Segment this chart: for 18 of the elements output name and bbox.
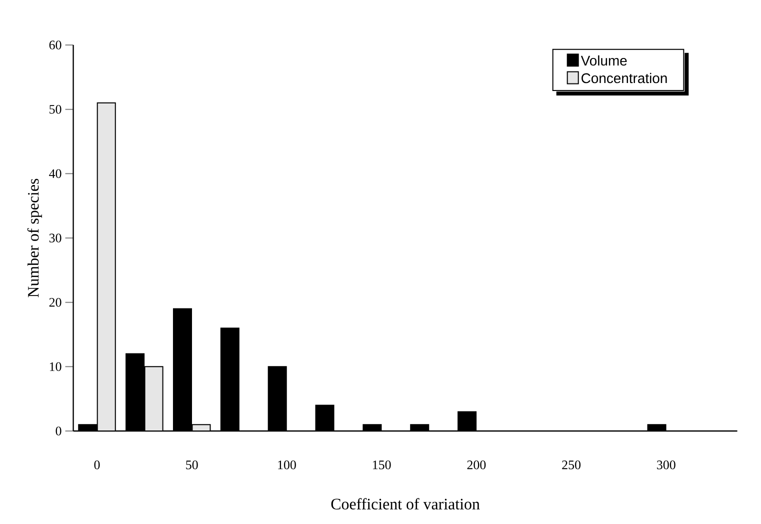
legend-label: Volume <box>580 55 627 66</box>
y-tick-label: 60 <box>49 40 62 50</box>
y-tick-label: 10 <box>50 362 62 372</box>
y-tick-label: 20 <box>49 298 62 307</box>
x-tick-label: 50 <box>186 460 198 470</box>
y-tick-label: 0 <box>56 426 62 436</box>
x-axis-title: Coefficient of variation <box>331 498 480 510</box>
legend-label: Concentration <box>582 72 667 84</box>
y-tick-label: 40 <box>49 169 62 178</box>
x-tick-label: 250 <box>562 460 581 470</box>
x-tick-label: 0 <box>94 460 100 470</box>
x-tick-label: 100 <box>278 460 296 470</box>
x-tick-label: 300 <box>657 460 676 470</box>
x-tick-label: 150 <box>373 460 391 470</box>
y-tick-label: 30 <box>49 234 62 242</box>
x-tick-label: 200 <box>467 460 486 470</box>
y-tick-label: 50 <box>50 104 62 114</box>
y-axis-title: Number of species <box>27 178 42 298</box>
